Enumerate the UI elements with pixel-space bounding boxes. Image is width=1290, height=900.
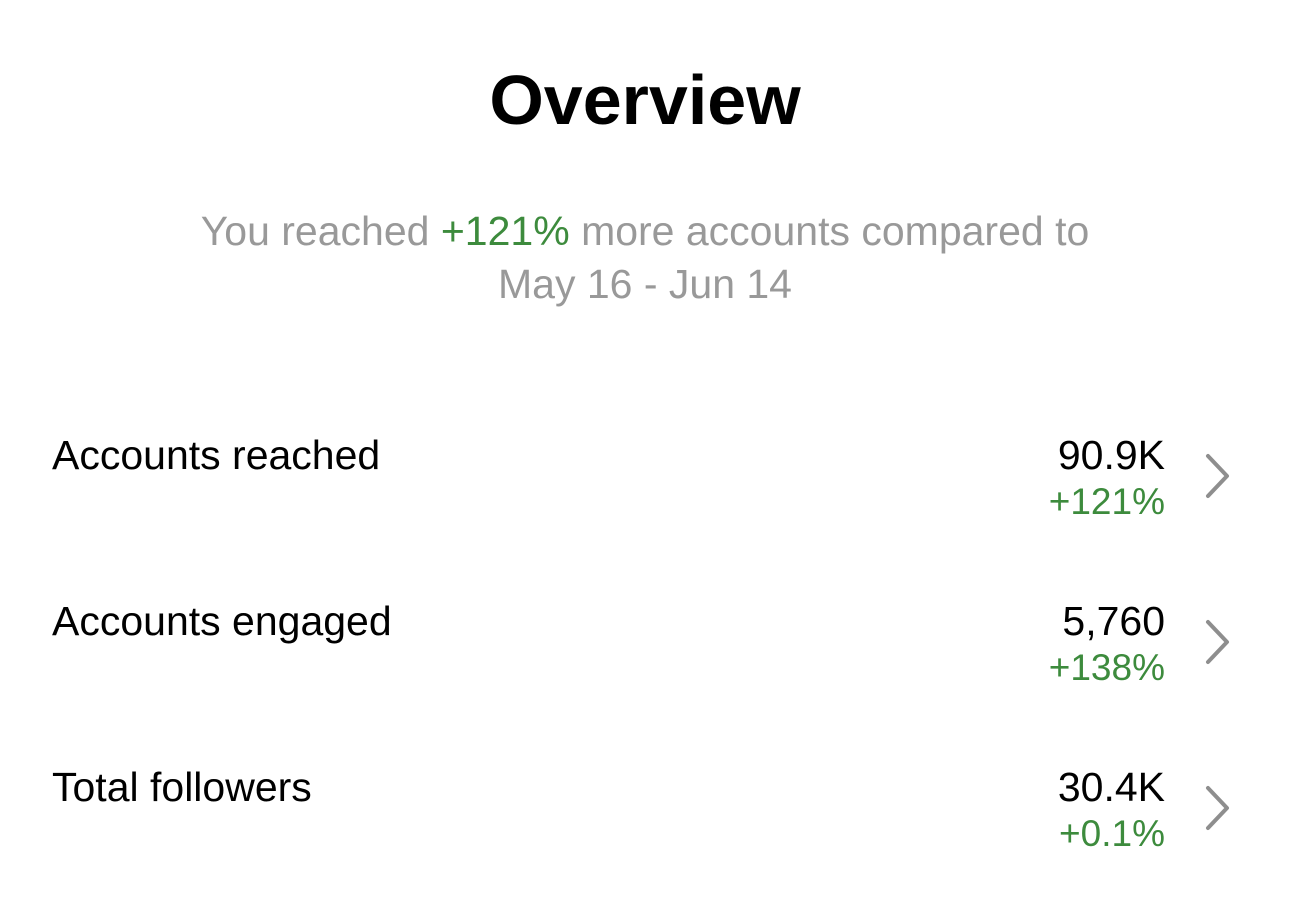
metric-value: 90.9K (1057, 432, 1165, 478)
metric-row[interactable]: Accounts engaged 5,760 +138% (0, 596, 1290, 716)
metric-label: Total followers (52, 764, 312, 810)
chevron-shape (1206, 786, 1229, 830)
title: Overview (489, 61, 801, 139)
summary-text: more accounts compared to (581, 208, 1090, 254)
summary: You reached +121% more accounts compared… (100, 205, 1190, 311)
summary-text: You reached (200, 208, 430, 254)
chevron (1206, 454, 1229, 498)
chevron-shape (1206, 620, 1229, 664)
metric-row[interactable]: Total followers 30.4K +0.1% (0, 762, 1290, 882)
chevron (1206, 786, 1229, 830)
metric-label: Accounts engaged (52, 598, 392, 644)
chevron (1206, 620, 1229, 664)
metric-change: +121% (1048, 481, 1165, 522)
metric-change: +138% (1048, 647, 1165, 688)
metric-value: 30.4K (1057, 764, 1165, 810)
metric-label: Accounts reached (52, 432, 381, 478)
summary-period: May 16 - Jun 14 (498, 261, 792, 307)
metric-value: 5,760 (1062, 598, 1165, 644)
chevron-shape (1206, 454, 1229, 498)
metric-change: +0.1% (1059, 813, 1165, 854)
metric-row[interactable]: Accounts reached 90.9K +121% (0, 430, 1290, 550)
summary-highlight: +121% (440, 208, 570, 254)
